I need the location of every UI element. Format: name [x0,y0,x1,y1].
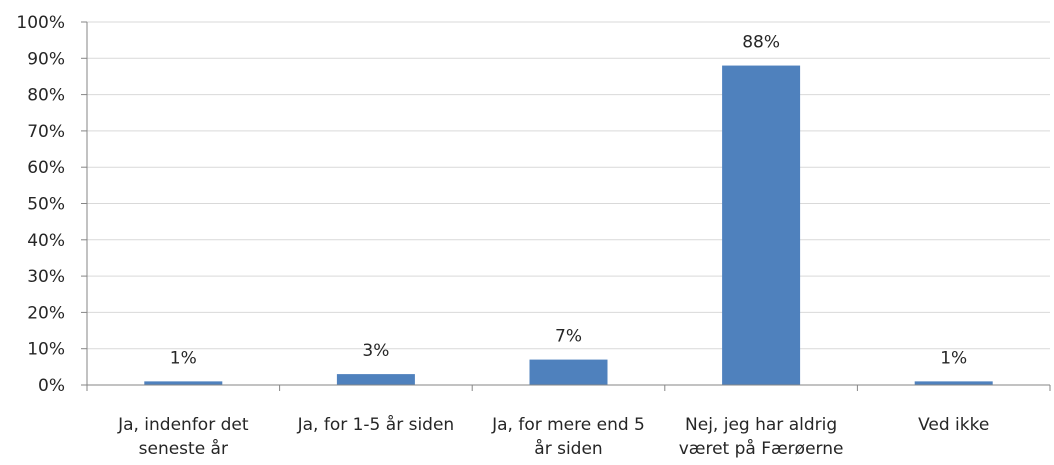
x-tick-label-line: været på Færøerne [679,438,844,459]
bar [144,381,223,385]
labels: 0% 10% 20% 30% 40% 50% 60% 70% 80% 90% 100% 1% Ja, i… [16,13,989,459]
bars [144,65,993,385]
y-tick-label: 50% [27,195,65,215]
x-tick-label-line: seneste år [139,438,228,459]
data-label: 7% [555,327,582,347]
bar [722,65,801,385]
x-tick-label: Ved ikke [918,415,989,435]
x-tick-label: Ja, for 1-5 år siden [297,414,455,435]
data-label: 1% [170,348,197,368]
y-tick-label: 100% [16,13,65,33]
x-tick-label-line: Ved ikke [918,415,989,435]
bar [336,374,415,385]
x-tick-label: Nej, jeg har aldrig været på Færøerne [679,415,844,459]
y-tick-label: 70% [27,122,65,142]
axes [81,21,1051,391]
y-tick-label: 0% [38,376,65,396]
bar [914,381,993,385]
bar [529,359,608,385]
x-tick-label: Ja, for mere end 5 år siden [491,415,645,459]
gridlines [87,21,1050,350]
data-label: 3% [362,341,389,361]
data-label: 88% [742,33,780,53]
x-tick-label-line: Nej, jeg har aldrig [685,415,837,435]
x-tick-label-line: år siden [534,438,602,459]
data-label: 1% [940,348,967,368]
x-tick-label: Ja, indenfor det seneste år [117,415,249,459]
x-tick-label-line: Ja, for mere end 5 [491,415,645,435]
x-tick-label-line: Ja, for 1-5 år siden [297,414,455,435]
y-tick-label: 90% [27,49,65,69]
y-tick-label: 10% [27,340,65,360]
y-tick-label: 80% [27,86,65,106]
y-tick-label: 60% [27,158,65,178]
x-tick-label-line: Ja, indenfor det [117,415,249,435]
y-tick-label: 30% [27,267,65,287]
y-tick-label: 40% [27,231,65,251]
y-tick-label: 20% [27,303,65,323]
